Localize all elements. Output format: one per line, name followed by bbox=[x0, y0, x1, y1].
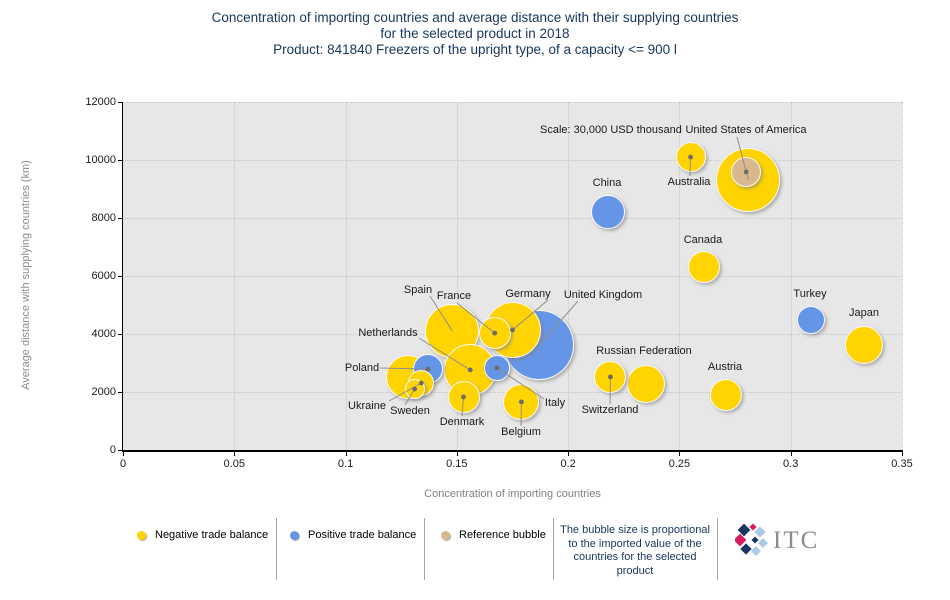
country-label-spain: Spain bbox=[403, 284, 433, 296]
x-axis-line bbox=[122, 450, 903, 452]
y-axis-tick bbox=[118, 450, 122, 451]
itc-logo-text: ITC bbox=[773, 527, 820, 554]
chart-title-line1: Concentration of importing countries and… bbox=[211, 10, 739, 25]
x-axis-tick bbox=[679, 452, 681, 456]
x-axis-tick-label: 0.1 bbox=[337, 458, 354, 470]
bubble-france[interactable] bbox=[478, 317, 511, 350]
x-axis-tick bbox=[456, 452, 458, 456]
legend-swatch-reference bbox=[441, 531, 450, 540]
logo-tile bbox=[751, 536, 759, 544]
bubble-turkey[interactable] bbox=[796, 306, 825, 335]
logo-tile bbox=[751, 546, 761, 556]
y-axis-tick bbox=[118, 102, 122, 103]
logo-tile bbox=[754, 526, 766, 538]
bubble-japan[interactable] bbox=[845, 326, 884, 365]
y-axis-tick bbox=[118, 160, 122, 161]
x-axis-tick bbox=[790, 452, 792, 456]
country-label-italy: Italy bbox=[544, 397, 566, 409]
legend-separator bbox=[276, 518, 277, 580]
chart-title: Concentration of importing countries and… bbox=[0, 10, 950, 58]
country-label-netherlands: Netherlands bbox=[358, 327, 418, 339]
x-axis-tick-label: 0.05 bbox=[223, 458, 245, 470]
x-axis-tick-label: 0 bbox=[119, 458, 127, 470]
country-label-poland: Poland bbox=[344, 362, 380, 374]
country-label-russian-federation: Russian Federation bbox=[596, 345, 692, 357]
y-axis-tick-label: 6000 bbox=[91, 270, 116, 282]
legend-swatch-positive bbox=[290, 531, 299, 540]
y-axis-tick-label: 0 bbox=[109, 444, 116, 456]
country-label-sweden: Sweden bbox=[390, 405, 430, 417]
bubble-russian-federation[interactable] bbox=[627, 364, 666, 403]
x-axis-tick-label: 0.15 bbox=[446, 458, 468, 470]
x-axis-tick-label: 0.2 bbox=[560, 458, 576, 470]
y-axis-tick bbox=[118, 276, 122, 277]
country-label-switzerland: Switzerland bbox=[581, 404, 639, 416]
legend-label-positive: Positive trade balance bbox=[308, 529, 417, 541]
chart-title-line3: Product: 841840 Freezers of the upright … bbox=[273, 42, 677, 57]
x-axis-tick-label: 0.3 bbox=[783, 458, 799, 470]
country-label-japan: Japan bbox=[849, 307, 879, 319]
country-label-turkey: Turkey bbox=[793, 288, 827, 300]
bubble-austria[interactable] bbox=[710, 378, 743, 411]
country-label-canada: Canada bbox=[683, 234, 723, 246]
y-axis-tick bbox=[118, 392, 122, 393]
x-axis-tick bbox=[902, 452, 903, 456]
country-label-united-states-of-america: United States of America bbox=[685, 124, 807, 136]
bubble-canada[interactable] bbox=[687, 251, 720, 283]
x-axis-tick bbox=[123, 452, 124, 456]
y-axis-title: Average distance with supplying countrie… bbox=[20, 160, 32, 390]
legend-separator bbox=[717, 518, 718, 580]
country-label-germany: Germany bbox=[505, 288, 551, 300]
country-label-denmark: Denmark bbox=[439, 416, 485, 428]
y-axis-tick-label: 12000 bbox=[85, 96, 116, 108]
bubble-denmark[interactable] bbox=[447, 380, 480, 413]
country-label-ukraine: Ukraine bbox=[348, 400, 386, 412]
grid-line-horizontal bbox=[123, 276, 902, 277]
x-axis-tick bbox=[234, 452, 236, 456]
bubble-belgium[interactable] bbox=[503, 383, 540, 420]
y-axis-line bbox=[122, 102, 123, 452]
country-label-austria: Austria bbox=[707, 361, 743, 373]
x-axis-tick-label: 0.25 bbox=[668, 458, 691, 470]
x-axis-tick-label: 0.35 bbox=[891, 458, 913, 470]
legend-separator bbox=[424, 518, 425, 580]
country-label-belgium: Belgium bbox=[501, 426, 541, 438]
chart-title-line2: for the selected product in 2018 bbox=[380, 26, 570, 41]
legend-label-negative: Negative trade balance bbox=[155, 529, 269, 541]
bubble-reference[interactable] bbox=[731, 156, 762, 187]
y-axis-tick-label: 4000 bbox=[91, 328, 116, 340]
x-axis-title: Concentration of importing countries bbox=[424, 488, 601, 500]
x-axis-tick bbox=[345, 452, 347, 456]
country-label-united-kingdom: United Kingdom bbox=[563, 289, 643, 301]
logo-tile bbox=[749, 523, 757, 531]
legend-label-reference: Reference bubble bbox=[459, 529, 546, 541]
logo-tile bbox=[758, 538, 768, 548]
grid-line-vertical bbox=[902, 102, 903, 450]
legend: Negative trade balance Positive trade bal… bbox=[125, 518, 837, 580]
y-axis-tick bbox=[118, 334, 122, 335]
grid-line-horizontal bbox=[123, 160, 902, 161]
legend-separator bbox=[553, 518, 554, 580]
country-label-france: France bbox=[436, 290, 472, 302]
x-axis-tick bbox=[568, 452, 570, 456]
itc-logo-mark bbox=[735, 523, 768, 556]
y-axis-tick-label: 8000 bbox=[91, 212, 116, 224]
y-axis-tick-label: 2000 bbox=[91, 386, 116, 398]
scale-note: Scale: 30,000 USD thousand bbox=[540, 124, 682, 136]
country-label-china: China bbox=[592, 177, 622, 189]
bubble-australia[interactable] bbox=[675, 142, 706, 173]
logo-tile bbox=[740, 543, 752, 555]
grid-line-horizontal bbox=[123, 218, 902, 219]
country-label-australia: Australia bbox=[667, 176, 711, 188]
bubble-china[interactable] bbox=[591, 194, 626, 229]
grid-line-horizontal bbox=[123, 102, 902, 103]
y-axis-tick bbox=[118, 218, 122, 219]
bubble-sweden[interactable] bbox=[404, 379, 425, 400]
y-axis-tick-label: 10000 bbox=[85, 154, 116, 166]
legend-note: The bubble size is proportional to the i… bbox=[560, 524, 710, 577]
bubble-italy[interactable] bbox=[483, 354, 510, 381]
legend-swatch-negative bbox=[137, 531, 146, 540]
itc-logo: ITC bbox=[735, 523, 819, 559]
